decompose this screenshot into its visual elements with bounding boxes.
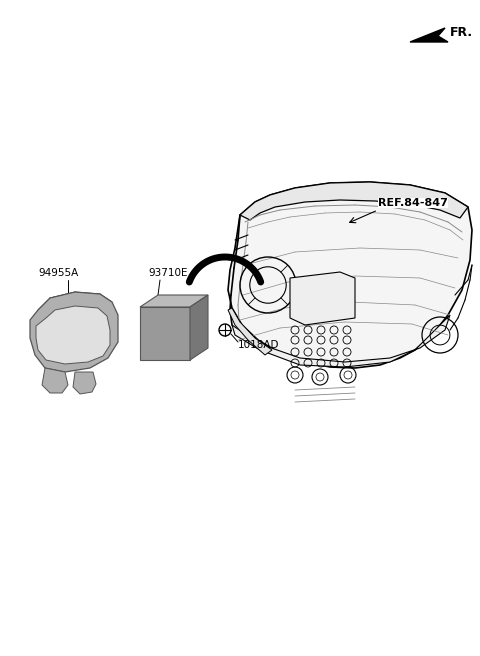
- Polygon shape: [190, 295, 208, 360]
- Polygon shape: [140, 295, 208, 307]
- Polygon shape: [30, 292, 118, 372]
- Polygon shape: [410, 28, 448, 42]
- Polygon shape: [228, 308, 272, 355]
- Polygon shape: [140, 307, 190, 360]
- Polygon shape: [36, 306, 110, 364]
- Polygon shape: [290, 272, 355, 325]
- Text: 1018AD: 1018AD: [238, 340, 279, 350]
- Polygon shape: [42, 368, 68, 393]
- Text: 94955A: 94955A: [38, 268, 78, 278]
- Text: 93710E: 93710E: [148, 268, 188, 278]
- Polygon shape: [240, 182, 468, 220]
- Polygon shape: [232, 315, 450, 367]
- Text: FR.: FR.: [450, 26, 473, 39]
- Polygon shape: [73, 372, 96, 394]
- Text: REF.84-847: REF.84-847: [378, 198, 448, 208]
- Polygon shape: [228, 182, 472, 368]
